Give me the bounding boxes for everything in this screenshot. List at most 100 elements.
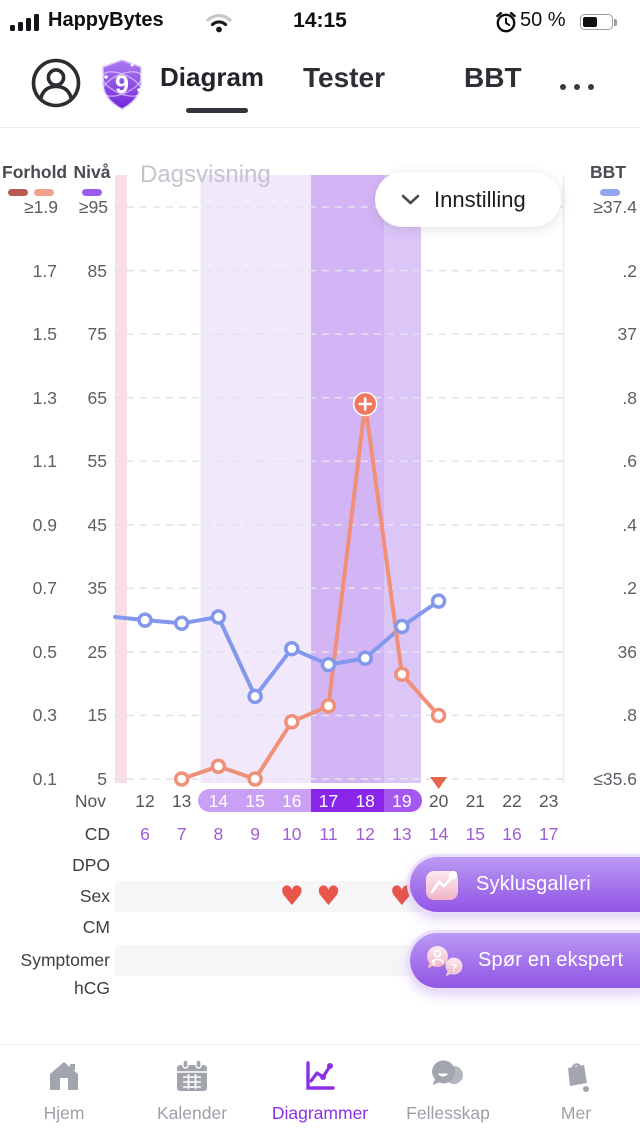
cd-value: 11 xyxy=(319,824,338,844)
status-bar: HappyBytes 14:15 50 % xyxy=(0,0,640,44)
row-label-cm: CM xyxy=(82,917,110,937)
profile-avatar-icon[interactable] xyxy=(30,57,82,109)
lh-point[interactable] xyxy=(247,771,263,787)
nav-label: Fellesskap xyxy=(406,1103,490,1123)
niva-axis-tick: 25 xyxy=(87,641,107,662)
row-label-hcg: hCG xyxy=(74,978,110,998)
cd-value: 8 xyxy=(213,824,224,844)
ask-expert-label: Spør en ekspert xyxy=(478,949,624,971)
date-label[interactable]: 19 xyxy=(392,791,412,811)
ovulation-triangle-marker xyxy=(430,777,448,789)
niva-axis-tick: 5 xyxy=(97,769,107,790)
clock-time: 14:15 xyxy=(293,9,347,32)
date-label[interactable]: 16 xyxy=(282,791,302,811)
lh-point[interactable] xyxy=(320,698,337,714)
cycle-gallery-button[interactable]: Syklusgalleri xyxy=(410,857,640,912)
tab-diagram[interactable]: Diagram xyxy=(160,62,265,92)
period-stripe xyxy=(115,175,127,783)
nav-item-fellesskap[interactable]: Fellesskap xyxy=(384,1045,512,1136)
cd-value: 9 xyxy=(250,824,260,844)
nav-label: Kalender xyxy=(156,1103,228,1123)
date-label[interactable]: 21 xyxy=(465,791,486,811)
fertile-band-light xyxy=(200,175,311,783)
sex-heart-icon[interactable]: ♥ xyxy=(279,881,304,912)
settings-label: Innstilling xyxy=(434,186,526,212)
bbt-point[interactable] xyxy=(247,688,263,705)
bbt-point[interactable] xyxy=(357,650,373,667)
row-label-symptomer: Symptomer xyxy=(20,950,110,970)
tab-tester[interactable]: Tester xyxy=(303,62,385,93)
forhold-axis-tick: 0.1 xyxy=(32,769,57,790)
ask-expert-button[interactable]: + ? Spør en ekspert xyxy=(410,933,640,988)
header: 9 Diagram Tester BBT xyxy=(0,44,640,128)
bbt-point[interactable] xyxy=(137,612,153,628)
bbt-point[interactable] xyxy=(210,609,227,625)
date-label[interactable]: 23 xyxy=(538,791,559,811)
legend-bbt-label: BBT xyxy=(590,162,626,182)
cd-value: 16 xyxy=(502,824,522,844)
niva-axis-tick: 15 xyxy=(87,705,107,726)
nav-label: Mer xyxy=(560,1103,592,1123)
bbt-point[interactable] xyxy=(284,640,300,657)
more-options-icon[interactable] xyxy=(560,84,594,90)
lh-point[interactable] xyxy=(430,707,447,724)
ovulation-band-dark xyxy=(311,175,384,783)
date-label[interactable]: 15 xyxy=(245,791,265,811)
forhold-axis-tick: 0.9 xyxy=(32,514,57,535)
bbt-axis-tick: .8 xyxy=(622,705,637,726)
lh-point[interactable] xyxy=(394,666,410,682)
bbt-point[interactable] xyxy=(430,593,447,609)
nav-item-hjem[interactable]: Hjem xyxy=(0,1045,128,1136)
highlighted-days-pill xyxy=(198,789,422,812)
community-icon xyxy=(431,1060,463,1085)
battery-percent: 50 % xyxy=(520,9,566,31)
carrier-name: HappyBytes xyxy=(48,9,164,31)
date-label[interactable]: 20 xyxy=(428,791,449,811)
cd-value: 14 xyxy=(428,824,449,844)
settings-dropdown-button[interactable]: Innstilling xyxy=(375,172,561,227)
sex-heart-icon[interactable]: ♥ xyxy=(316,881,341,912)
nav-item-diagrammer[interactable]: Diagrammer xyxy=(256,1045,384,1136)
level-badge-icon[interactable]: 9 xyxy=(94,56,150,114)
lh-point[interactable] xyxy=(173,771,190,787)
signal-strength-icon xyxy=(10,14,42,31)
date-label[interactable]: 18 xyxy=(355,791,375,811)
cycle-gallery-label: Syklusgalleri xyxy=(476,873,591,895)
lh-point[interactable] xyxy=(210,758,227,775)
bbt-line xyxy=(113,599,441,699)
forhold-axis-tick: 0.3 xyxy=(32,705,57,726)
bbt-axis-tick: .2 xyxy=(622,578,637,599)
niva-axis-tick: 35 xyxy=(87,578,107,599)
nav-item-mer[interactable]: Mer xyxy=(512,1045,640,1136)
lh-point[interactable] xyxy=(284,714,300,730)
bbt-axis-tick: 37 xyxy=(617,324,637,345)
tab-bbt[interactable]: BBT xyxy=(464,62,522,93)
bbt-point[interactable] xyxy=(320,656,337,673)
bottom-navigation: Hjem Kalender Diagrammer xyxy=(0,1044,640,1136)
cd-value: 17 xyxy=(538,824,559,844)
svg-text:?: ? xyxy=(451,962,458,974)
bbt-point[interactable] xyxy=(173,615,190,632)
niva-axis-tick: 75 xyxy=(87,324,107,345)
cd-value: 13 xyxy=(392,824,412,844)
bbt-axis-tick: .2 xyxy=(622,260,637,281)
date-label[interactable]: 13 xyxy=(171,791,192,811)
sex-heart-icon[interactable]: ♥ xyxy=(389,881,414,912)
expert-chat-icon: + ? xyxy=(426,945,463,976)
date-label[interactable]: 17 xyxy=(318,791,339,811)
niva-axis-tick: 85 xyxy=(87,260,107,281)
wifi-icon xyxy=(206,14,232,33)
home-icon xyxy=(50,1062,78,1090)
bbt-point[interactable] xyxy=(394,618,410,635)
date-label[interactable]: 12 xyxy=(135,791,155,811)
legend-forhold-label: Forhold xyxy=(2,162,68,182)
bbt-top-tick: ≥37.4 xyxy=(593,197,637,217)
date-label[interactable]: 14 xyxy=(208,791,229,811)
niva-top-tick: ≥95 xyxy=(78,197,108,217)
bbt-axis-tick: .8 xyxy=(622,387,637,408)
gallery-chart-icon xyxy=(426,870,458,900)
nav-item-kalender[interactable]: Kalender xyxy=(128,1045,256,1136)
date-label[interactable]: 22 xyxy=(502,791,522,811)
